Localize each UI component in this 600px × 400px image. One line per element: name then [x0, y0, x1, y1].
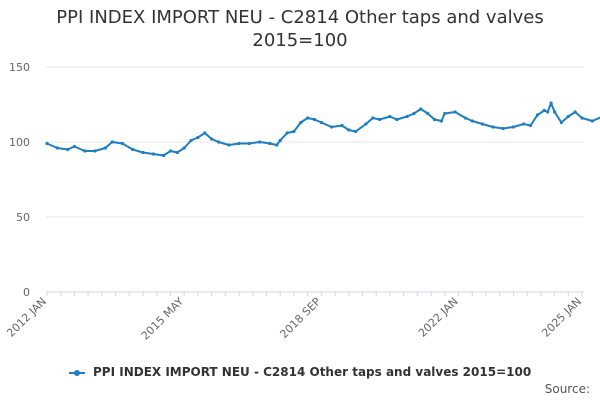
data-point [419, 107, 423, 111]
series-line [46, 102, 600, 157]
legend-marker-icon [68, 369, 85, 376]
data-point [55, 146, 59, 150]
data-point [189, 138, 193, 143]
source-label: Source: [544, 382, 590, 396]
data-point [216, 140, 221, 144]
data-point [470, 119, 474, 123]
grid-lines [46, 66, 584, 218]
x-tick-label: 2025 JAN [539, 295, 584, 340]
data-point [354, 129, 358, 134]
y-tick-label: 100 [9, 136, 30, 149]
y-tick-label: 50 [16, 211, 30, 224]
data-point [103, 146, 107, 150]
data-point [278, 138, 282, 143]
data-point [501, 126, 505, 131]
data-point [182, 146, 186, 150]
data-point [175, 150, 179, 155]
data-point [72, 144, 76, 149]
data-point [203, 131, 207, 135]
data-point [83, 149, 87, 153]
data-point [371, 116, 375, 120]
data-point [168, 149, 173, 153]
x-tick-label: 2012 JAN [4, 295, 49, 340]
data-point [162, 153, 166, 158]
data-point [522, 122, 526, 126]
data-point [432, 117, 437, 122]
legend-label: PPI INDEX IMPORT NEU - C2814 Other taps … [93, 365, 532, 379]
data-point [210, 137, 214, 141]
data-point [463, 116, 467, 120]
legend[interactable]: PPI INDEX IMPORT NEU - C2814 Other taps … [0, 365, 600, 379]
data-point [247, 141, 251, 146]
data-point [542, 108, 546, 113]
data-point [566, 114, 570, 119]
data-point [319, 120, 323, 125]
chart-title-line: PPI INDEX IMPORT NEU - C2814 Other taps … [56, 7, 544, 28]
data-point [412, 111, 416, 116]
data-point [395, 117, 399, 122]
data-point [120, 141, 124, 146]
data-point [439, 119, 443, 123]
data-point [141, 150, 145, 155]
data-point [93, 149, 97, 153]
data-point [553, 110, 557, 114]
data-point [546, 110, 550, 114]
data-point [573, 110, 577, 114]
y-tick-label: 0 [23, 286, 30, 299]
y-tick-label: 150 [9, 61, 30, 74]
data-point [347, 128, 351, 132]
data-point [491, 125, 495, 129]
data-point [580, 116, 584, 120]
data-point [529, 123, 533, 128]
x-tick-label: 2018 SEP [277, 295, 323, 341]
data-point [364, 122, 368, 126]
data-point [559, 120, 564, 125]
data-point [258, 140, 262, 144]
data-point [285, 131, 289, 135]
data-point [237, 141, 241, 146]
data-point [268, 141, 272, 146]
data-point [405, 114, 409, 119]
data-point [45, 141, 49, 146]
data-point [131, 147, 135, 152]
data-point [378, 117, 382, 122]
data-point [196, 135, 200, 140]
x-axis [46, 291, 584, 296]
data-point [110, 140, 114, 144]
data-point [312, 117, 317, 122]
x-tick-label: 2015 MAY [139, 295, 187, 343]
data-point [306, 116, 310, 120]
x-axis-labels: 2012 JAN 2015 MAY 2018 SEP 2022 JAN 2025 JAN [4, 295, 584, 343]
data-point [426, 111, 430, 116]
data-point [453, 110, 457, 114]
data-point [330, 125, 334, 129]
data-point [480, 122, 485, 126]
data-point [443, 111, 447, 116]
data-point [388, 114, 392, 119]
data-point [292, 129, 296, 134]
chart-title: PPI INDEX IMPORT NEU - C2814 Other taps … [0, 6, 600, 52]
data-point [227, 143, 231, 147]
data-point [511, 125, 515, 129]
data-point [275, 143, 279, 147]
data-point [590, 119, 594, 123]
series-layer [45, 101, 600, 158]
data-point [299, 120, 303, 125]
data-point [549, 101, 553, 105]
chart-subtitle: 2015=100 [252, 30, 348, 51]
data-point [66, 147, 70, 152]
y-axis-labels: 0 50 100 150 [9, 61, 30, 299]
data-point [340, 123, 344, 128]
data-point [535, 113, 540, 117]
x-tick-label: 2022 JAN [416, 295, 461, 340]
data-point [151, 152, 155, 156]
